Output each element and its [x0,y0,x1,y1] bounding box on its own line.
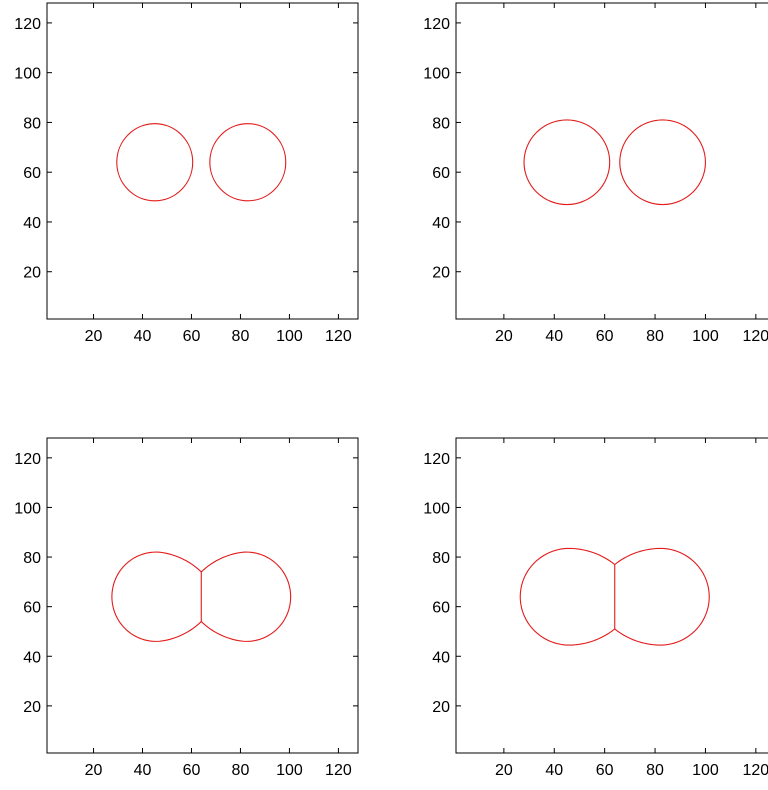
x-tick-label: 20 [495,762,513,779]
x-tick-label: 20 [85,328,103,345]
y-tick-label: 20 [432,265,450,282]
y-tick-label: 100 [423,500,450,517]
y-tick-label: 20 [432,699,450,716]
y-tick-label: 40 [432,649,450,666]
x-tick-label: 80 [232,762,250,779]
x-tick-label: 40 [545,762,563,779]
x-tick-label: 120 [742,762,768,779]
y-tick-label: 60 [432,165,450,182]
y-tick-label: 40 [432,215,450,232]
contour-lobe-right [200,551,292,642]
y-tick-label: 80 [432,550,450,567]
axes-box [455,437,768,754]
y-tick-label: 60 [432,600,450,617]
panel-top-right: 20 40 60 80 100 120 20 40 60 80 100 120 [423,2,768,345]
x-tick-label: 100 [692,762,719,779]
x-tick-label: 40 [545,328,563,345]
x-tick-label: 60 [183,328,201,345]
y-tick-label: 60 [23,600,41,617]
y-tick-label: 40 [23,215,41,232]
y-tick-label: 20 [23,265,41,282]
axes-box [46,2,359,320]
x-tick-label: 20 [85,762,103,779]
x-tick-label: 80 [232,328,250,345]
y-tick-label: 100 [14,500,41,517]
x-tick-label: 80 [646,328,664,345]
panel-bottom-right: 20 40 60 80 100 120 20 40 60 80 100 120 [423,437,768,779]
contour-circle-right [209,123,287,202]
x-tick-label: 120 [742,328,768,345]
contour-circle-right [619,119,706,206]
y-tick-label: 120 [423,451,450,468]
y-tick-label: 120 [14,16,41,33]
x-tick-label: 40 [134,328,152,345]
y-tick-label: 120 [14,451,41,468]
x-tick-label: 100 [276,762,303,779]
x-tick-label: 60 [596,328,614,345]
y-tick-label: 80 [23,550,41,567]
y-tick-label: 40 [23,649,41,666]
y-tick-label: 100 [423,66,450,83]
x-tick-label: 40 [134,762,152,779]
contour-circle-left [116,123,194,202]
x-tick-label: 20 [495,328,513,345]
y-tick-label: 80 [432,115,450,132]
y-tick-label: 60 [23,165,41,182]
contour-circle-left [523,119,611,206]
y-tick-label: 80 [23,115,41,132]
x-tick-label: 120 [325,762,352,779]
panel-top-left: 20 40 60 80 100 120 20 40 60 80 100 120 [14,2,359,345]
contour-lobe-left [111,551,202,642]
x-tick-label: 60 [596,762,614,779]
y-tick-label: 100 [14,66,41,83]
x-tick-label: 100 [276,328,303,345]
x-tick-label: 80 [646,762,664,779]
x-tick-label: 100 [692,328,719,345]
x-tick-label: 60 [183,762,201,779]
axes-box [46,437,359,754]
y-tick-label: 120 [423,16,450,33]
contour-lobe-right [614,547,710,646]
axes-box [455,2,768,320]
y-tick-label: 20 [23,699,41,716]
contour-lobe-left [519,547,616,646]
panel-bottom-left: 20 40 60 80 100 120 20 40 60 80 100 120 [14,437,359,779]
x-tick-label: 120 [325,328,352,345]
